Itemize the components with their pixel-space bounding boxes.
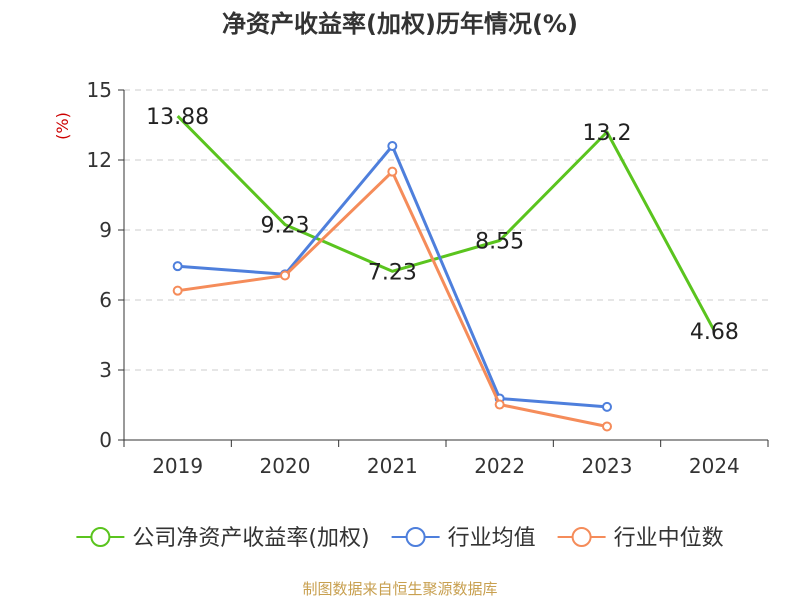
data-label: 9.23 — [261, 214, 310, 239]
x-tick-label: 2020 — [260, 454, 311, 478]
data-label: 13.2 — [583, 121, 632, 146]
legend-item-0: 公司净资产收益率(加权) — [76, 526, 370, 551]
x-tick-label: 2023 — [582, 454, 633, 478]
legend-swatch-marker — [405, 527, 426, 547]
data-label: 13.88 — [146, 105, 209, 130]
chart-title: 净资产收益率(加权)历年情况(%) — [222, 10, 578, 38]
series-point-2 — [387, 166, 398, 177]
x-tick-label: 2021 — [367, 454, 418, 478]
y-tick-label: 6 — [99, 288, 112, 312]
legend-label: 公司净资产收益率(加权) — [132, 526, 369, 551]
data-label: 4.68 — [690, 320, 739, 345]
y-axis-label: (%) — [53, 112, 72, 140]
y-tick-label: 15 — [87, 78, 112, 102]
series-point-2 — [280, 270, 290, 281]
x-tick-label: 2024 — [689, 454, 740, 478]
legend-item-1: 行业均值 — [391, 526, 536, 551]
legend-label: 行业均值 — [448, 526, 536, 551]
series-point-1 — [602, 401, 612, 412]
data-label: 8.55 — [475, 230, 524, 255]
data-label: 7.23 — [368, 260, 417, 285]
series-line-2 — [177, 170, 608, 428]
x-tick-label: 2022 — [474, 454, 525, 478]
y-tick-label: 9 — [99, 218, 112, 242]
series-lines — [172, 115, 716, 432]
y-tick-label: 0 — [99, 428, 112, 452]
x-tick-label: 2019 — [152, 454, 203, 478]
legend-item-2: 行业中位数 — [557, 526, 724, 551]
series-point-2 — [602, 421, 612, 432]
series-line-0 — [176, 115, 716, 332]
legend-swatch-marker — [90, 527, 111, 547]
y-tick-label: 3 — [99, 358, 112, 382]
legend-swatch-marker — [571, 527, 592, 547]
y-tick-label: 12 — [87, 148, 112, 172]
series-point-2 — [172, 285, 183, 296]
legend: 公司净资产收益率(加权) 行业均值 行业中位数 — [76, 526, 724, 551]
grid-lines — [124, 89, 768, 371]
data-labels: 13.88 9.23 7.23 8.55 13.2 4.68 — [146, 105, 739, 345]
legend-label: 行业中位数 — [614, 526, 724, 551]
axes: 0 3 6 9 12 15 2019 2020 2021 2022 2023 2024 — [87, 78, 769, 478]
series-point-2 — [494, 399, 505, 410]
series-point-1 — [387, 141, 398, 151]
series-point-1 — [172, 261, 183, 272]
source-note: 制图数据来自恒生聚源数据库 — [302, 580, 497, 598]
